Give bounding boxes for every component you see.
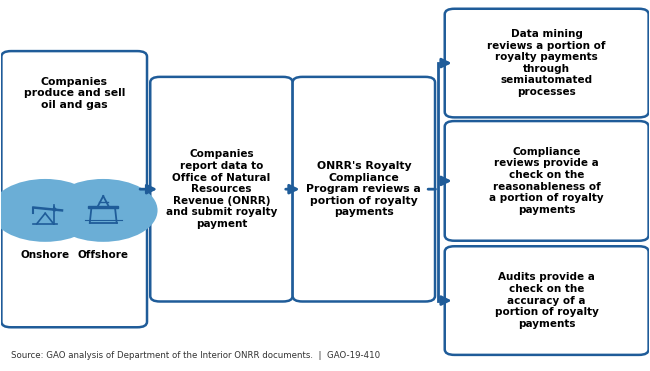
Text: Offshore: Offshore (78, 250, 129, 260)
FancyBboxPatch shape (445, 9, 649, 117)
Circle shape (50, 180, 156, 240)
FancyBboxPatch shape (1, 51, 147, 327)
Text: Data mining
reviews a portion of
royalty payments
through
semiautomated
processe: Data mining reviews a portion of royalty… (488, 29, 606, 97)
FancyBboxPatch shape (445, 246, 649, 355)
FancyBboxPatch shape (445, 121, 649, 241)
Circle shape (0, 180, 98, 240)
FancyBboxPatch shape (292, 77, 435, 302)
FancyBboxPatch shape (150, 77, 292, 302)
Text: Companies
produce and sell
oil and gas: Companies produce and sell oil and gas (23, 77, 125, 110)
Text: Onshore: Onshore (21, 250, 70, 260)
Polygon shape (88, 206, 118, 208)
Text: Source: GAO analysis of Department of the Interior ONRR documents.  |  GAO-19-41: Source: GAO analysis of Department of th… (11, 351, 380, 360)
Text: Companies
report data to
Office of Natural
Resources
Revenue (ONRR)
and submit r: Companies report data to Office of Natur… (166, 150, 277, 229)
Text: ONRR's Royalty
Compliance
Program reviews a
portion of royalty
payments: ONRR's Royalty Compliance Program review… (306, 161, 421, 217)
Text: Compliance
reviews provide a
check on the
reasonableness of
a portion of royalty: Compliance reviews provide a check on th… (489, 147, 604, 215)
Text: Audits provide a
check on the
accuracy of a
portion of royalty
payments: Audits provide a check on the accuracy o… (495, 272, 599, 329)
